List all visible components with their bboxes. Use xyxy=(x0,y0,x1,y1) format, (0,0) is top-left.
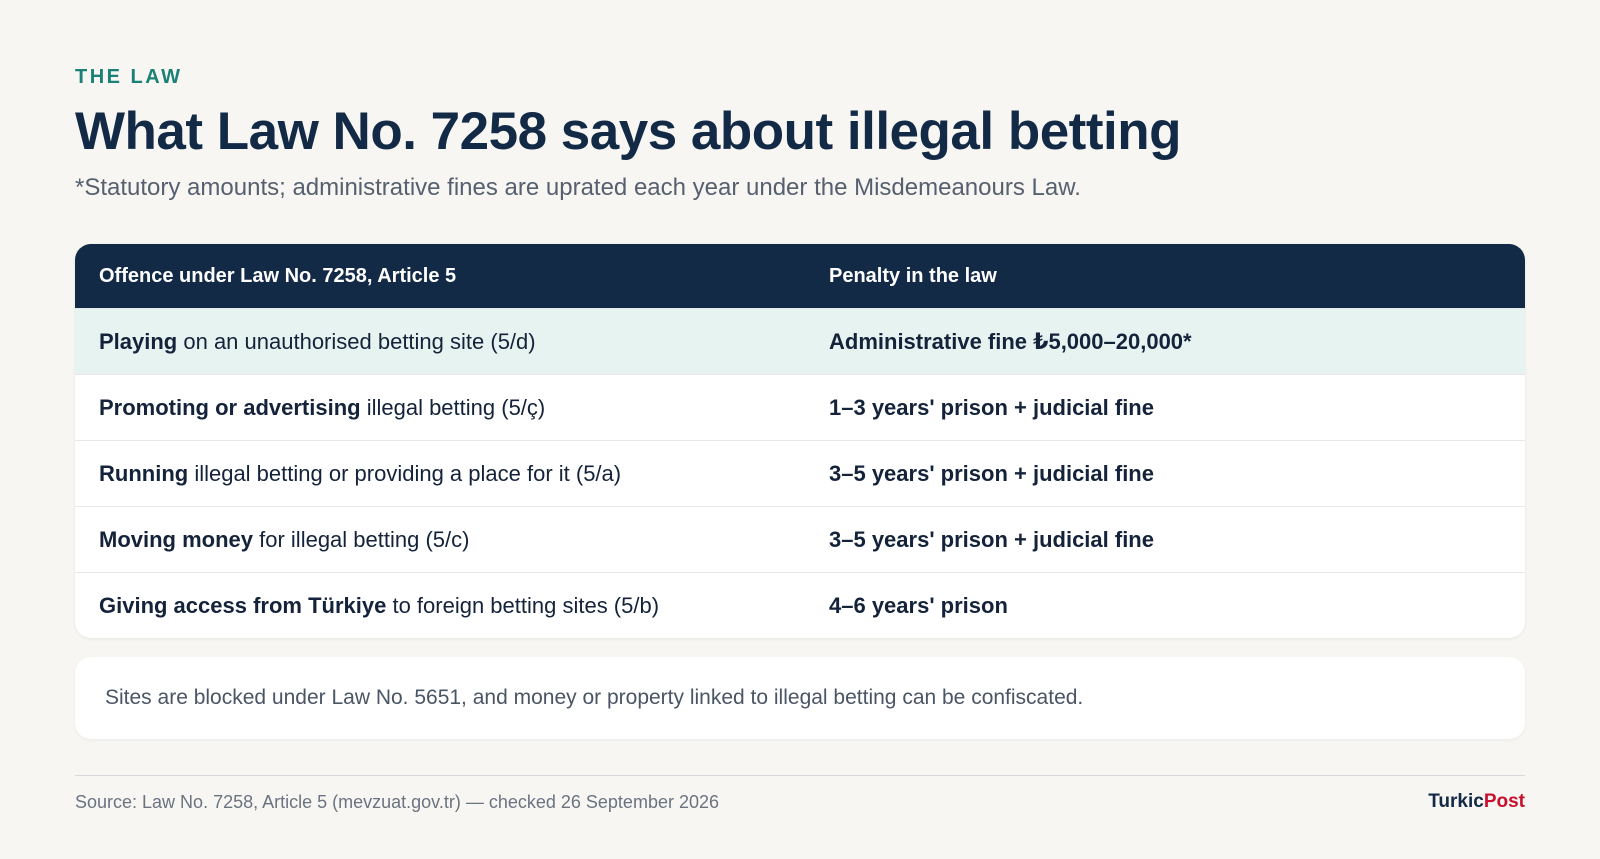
penalties-table: Offence under Law No. 7258, Article 5 Pe… xyxy=(75,244,1525,638)
offence-text: to foreign betting sites (5/b) xyxy=(386,592,660,618)
penalty-cell: 4–6 years' prison xyxy=(829,592,1008,618)
brand-part-2: Post xyxy=(1483,791,1525,812)
brand-part-1: Turkic xyxy=(1428,791,1484,812)
penalty-cell: 3–5 years' prison + judicial fine xyxy=(829,460,1154,486)
offence-cell: Running illegal betting or providing a p… xyxy=(75,461,829,487)
offence-text: illegal betting or providing a place for… xyxy=(188,460,622,486)
footer-divider xyxy=(75,775,1525,776)
offence-bold: Running xyxy=(99,460,189,486)
table-row: Promoting or advertising illegal betting… xyxy=(75,374,1525,440)
section-kicker: THE LAW xyxy=(75,66,183,88)
offence-text: on an unauthorised betting site (5/d) xyxy=(177,328,536,354)
brand-logo: TurkicPost xyxy=(1428,791,1525,813)
page-title: What Law No. 7258 says about illegal bet… xyxy=(75,102,1181,161)
column-header-offence: Offence under Law No. 7258, Article 5 xyxy=(99,264,457,287)
table-row: Moving money for illegal betting (5/c) 3… xyxy=(75,506,1525,572)
subtitle: *Statutory amounts; administrative fines… xyxy=(75,174,1081,201)
offence-cell: Giving access from Türkiye to foreign be… xyxy=(75,593,829,619)
offence-text: illegal betting (5/ç) xyxy=(360,394,546,420)
table-row: Playing on an unauthorised betting site … xyxy=(75,308,1525,374)
table-row: Running illegal betting or providing a p… xyxy=(75,440,1525,506)
column-header-penalty: Penalty in the law xyxy=(829,264,997,287)
table-row: Giving access from Türkiye to foreign be… xyxy=(75,572,1525,638)
offence-bold: Moving money xyxy=(99,526,254,552)
penalty-cell: Administrative fine ₺5,000–20,000* xyxy=(829,328,1192,354)
offence-bold: Playing xyxy=(99,328,178,354)
offence-cell: Playing on an unauthorised betting site … xyxy=(75,329,829,355)
offence-cell: Promoting or advertising illegal betting… xyxy=(75,395,829,421)
offence-bold: Promoting or advertising xyxy=(99,394,361,420)
offence-text: for illegal betting (5/c) xyxy=(253,526,470,552)
source-line: Source: Law No. 7258, Article 5 (mevzuat… xyxy=(75,792,720,812)
table-header: Offence under Law No. 7258, Article 5 Pe… xyxy=(75,244,1525,308)
offence-cell: Moving money for illegal betting (5/c) xyxy=(75,527,829,553)
penalty-cell: 3–5 years' prison + judicial fine xyxy=(829,526,1154,552)
offence-bold: Giving access from Türkiye xyxy=(99,592,387,618)
note-box: Sites are blocked under Law No. 5651, an… xyxy=(75,657,1525,739)
penalty-cell: 1–3 years' prison + judicial fine xyxy=(829,394,1154,420)
